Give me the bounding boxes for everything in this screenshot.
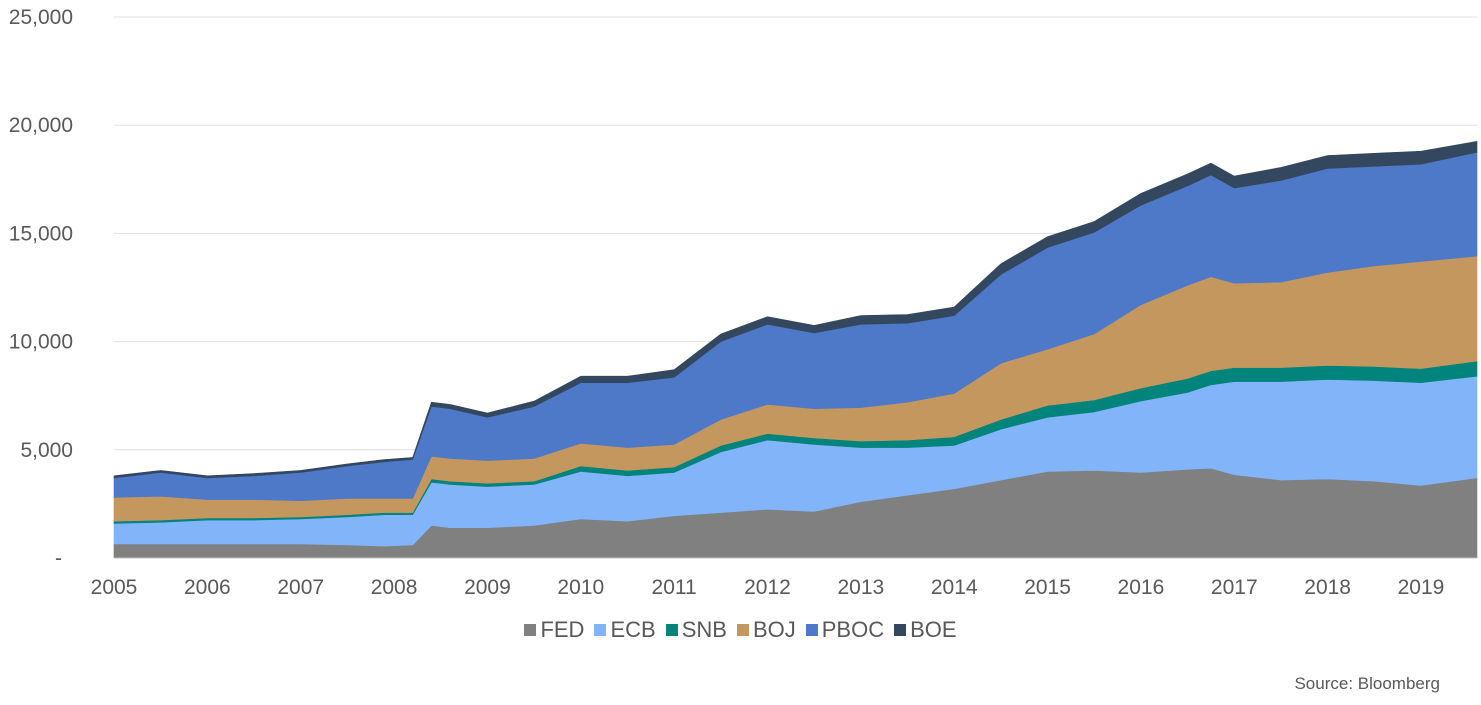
x-tick-label: 2007 xyxy=(277,576,324,599)
x-tick-label: 2014 xyxy=(931,576,978,599)
source-note: Source: Bloomberg xyxy=(1294,674,1440,693)
x-tick-label: 2010 xyxy=(557,576,604,599)
legend-label: ECB xyxy=(610,617,656,642)
area-boe xyxy=(113,141,1478,479)
x-tick-label: 2016 xyxy=(1118,576,1165,599)
x-tick-label: 2008 xyxy=(371,576,418,599)
area-series xyxy=(113,141,1478,559)
x-tick-label: 2005 xyxy=(91,576,138,599)
legend: FED ECB SNB BOJ PBOC BOE xyxy=(0,617,1481,643)
legend-label: BOJ xyxy=(752,617,796,642)
x-tick-label: 2012 xyxy=(744,576,791,599)
x-axis-tick-labels: 2005 2006 2007 2008 2009 2010 2011 2012 2013 2014… xyxy=(91,576,1445,599)
x-tick-label: 2017 xyxy=(1211,576,1258,599)
x-tick-label: 2019 xyxy=(1398,576,1445,599)
legend-item-snb: SNB xyxy=(665,617,727,643)
x-tick-label: 2013 xyxy=(837,576,884,599)
legend-swatch xyxy=(894,624,907,636)
legend-label: FED xyxy=(540,617,585,642)
x-tick-label: 2009 xyxy=(464,576,511,599)
y-axis-tick-labels: - 5,000 10,000 15,000 20,000 25,000 xyxy=(9,6,73,570)
legend-item-ecb: ECB xyxy=(594,617,656,643)
y-tick-label: 20,000 xyxy=(9,114,73,137)
legend-label: PBOC xyxy=(821,617,885,642)
legend-swatch xyxy=(805,624,818,636)
legend-item-fed: FED xyxy=(524,617,584,643)
y-tick-label: 25,000 xyxy=(9,6,73,29)
legend-swatch xyxy=(736,624,749,636)
x-tick-label: 2015 xyxy=(1024,576,1071,599)
legend-item-pboc: PBOC xyxy=(805,617,885,643)
legend-swatch xyxy=(524,624,537,636)
y-tick-label: 5,000 xyxy=(20,439,73,462)
legend-label: BOE xyxy=(910,617,957,642)
legend-item-boe: BOE xyxy=(894,617,957,643)
x-tick-label: 2006 xyxy=(184,576,231,599)
y-tick-label: - xyxy=(55,547,62,570)
y-tick-label: 10,000 xyxy=(9,331,73,354)
x-tick-label: 2018 xyxy=(1304,576,1351,599)
legend-item-boj: BOJ xyxy=(736,617,796,643)
legend-swatch xyxy=(665,624,678,636)
legend-swatch xyxy=(594,624,607,636)
x-tick-label: 2011 xyxy=(652,576,697,599)
legend-label: SNB xyxy=(681,617,727,642)
y-tick-label: 15,000 xyxy=(9,222,73,245)
